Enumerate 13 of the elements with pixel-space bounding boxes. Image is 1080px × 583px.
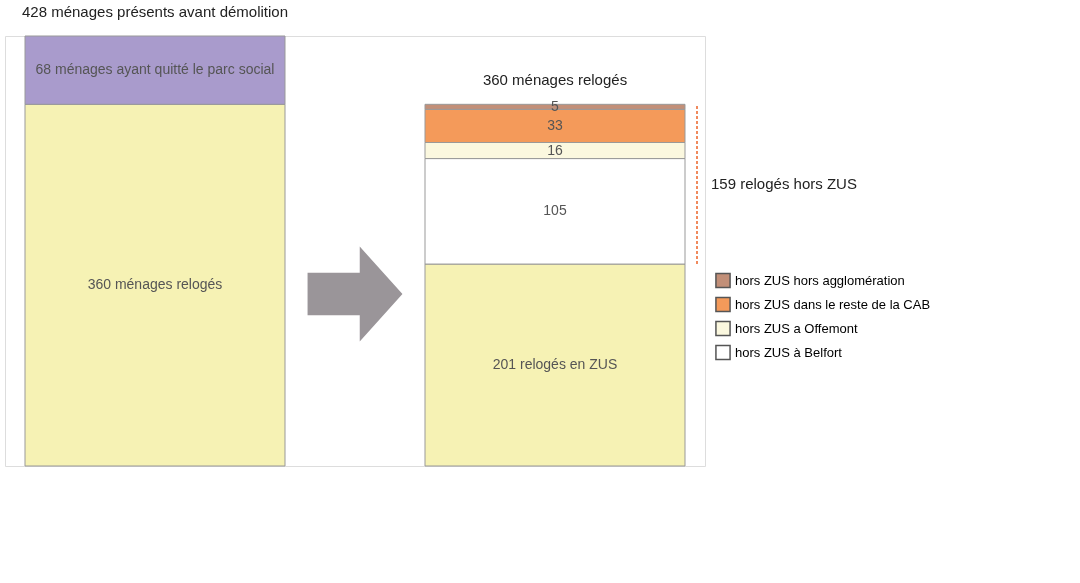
data-label: 201 relogés en ZUS bbox=[492, 356, 618, 373]
legend-label: hors ZUS dans le reste de la CAB bbox=[735, 296, 931, 312]
text: 159 relogés hors ZUS bbox=[711, 175, 857, 193]
total-label: 428 ménages présents avant démolition bbox=[21, 3, 289, 20]
total-label: 360 ménages relogés bbox=[482, 71, 628, 89]
data-label: 16 bbox=[547, 141, 563, 158]
legend-label: hors ZUS à Belfort bbox=[735, 344, 843, 360]
legend-label: hors ZUS a Offemont bbox=[735, 320, 858, 336]
data-label: 105 bbox=[543, 202, 567, 219]
legend-label: hors ZUS hors agglomération bbox=[735, 272, 905, 288]
data-label: 68 ménages ayant quitté le parc social bbox=[35, 61, 275, 78]
data-label: 360 ménages relogés bbox=[87, 276, 223, 293]
data-label: 33 bbox=[547, 116, 563, 133]
